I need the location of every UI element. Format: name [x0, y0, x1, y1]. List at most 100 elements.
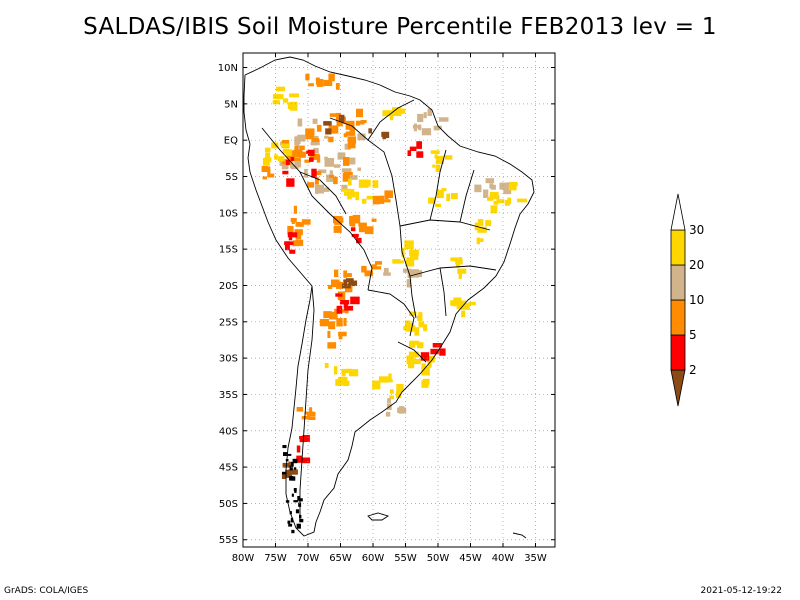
- shading-cell: [282, 170, 289, 175]
- island-cell: [298, 498, 303, 502]
- shading-cell: [441, 188, 447, 192]
- shading-cell: [338, 331, 347, 337]
- lon-tick-label: 35W: [524, 553, 547, 564]
- shading-cell: [348, 175, 358, 180]
- shading-cell: [323, 311, 332, 319]
- shading-cell: [427, 356, 435, 363]
- shading-cell: [289, 93, 299, 98]
- shading-cell: [357, 121, 365, 125]
- lat-tick-label: 10S: [219, 208, 238, 219]
- shading-cell: [323, 187, 330, 192]
- shading-cell: [335, 217, 344, 223]
- colorbar-label: 2: [689, 363, 697, 377]
- shading-cell: [327, 330, 331, 338]
- shading-cell: [328, 73, 335, 82]
- island-cell: [299, 518, 304, 523]
- lat-tick-label: 30S: [219, 354, 238, 365]
- shading-cell: [264, 157, 272, 163]
- shading-cell: [421, 363, 426, 367]
- shading-cell: [282, 98, 289, 103]
- shading-cell: [291, 219, 295, 225]
- shading-cell: [383, 267, 389, 275]
- shading-cell: [364, 270, 373, 277]
- shading-cell: [487, 196, 493, 201]
- shading-cell: [285, 159, 290, 166]
- border-bolivia-paraguay: [367, 289, 415, 337]
- shading-cell: [396, 384, 404, 392]
- shading-cell: [296, 407, 304, 412]
- shading-cell: [329, 113, 337, 117]
- shading-cell: [304, 169, 308, 178]
- border-brazil-north: [367, 99, 415, 141]
- shading-cell: [311, 168, 317, 178]
- shading-cell: [281, 473, 286, 479]
- shading-cell: [355, 191, 359, 201]
- shading-cell: [341, 168, 352, 173]
- shading-cell: [323, 79, 333, 87]
- shading-cell: [324, 363, 329, 369]
- shading-cell: [389, 112, 394, 121]
- colorbar-segment: [670, 299, 686, 336]
- shading-cell: [368, 128, 372, 134]
- shading-cell: [432, 164, 436, 168]
- shading-cell: [348, 369, 359, 377]
- lat-tick-label: 20S: [219, 281, 238, 292]
- shading-cell: [427, 361, 432, 368]
- border-argentina-chile: [299, 285, 315, 520]
- shading-cell: [291, 157, 301, 161]
- lon-tick-label: 40W: [492, 553, 515, 564]
- shading-cell: [384, 190, 393, 198]
- shading-cell: [294, 229, 303, 236]
- shading-cell: [343, 133, 348, 138]
- shading-cell: [327, 342, 337, 349]
- shading-cell: [264, 147, 271, 153]
- island-cell: [282, 471, 287, 475]
- shading-cell: [315, 184, 324, 194]
- lat-tick-label: 10N: [218, 63, 238, 74]
- footer-timestamp: 2021-05-12-19:22: [700, 586, 783, 596]
- island-cell: [289, 465, 293, 471]
- shading-cell: [316, 124, 322, 132]
- shading-cell: [341, 188, 351, 192]
- shading-cell: [293, 205, 297, 214]
- shading-cell: [389, 389, 394, 394]
- shading-cell: [348, 178, 352, 186]
- shading-cell: [305, 131, 314, 140]
- shading-cell: [285, 469, 292, 475]
- shading-cell: [343, 318, 347, 327]
- lat-tick-label: 15S: [219, 245, 238, 256]
- shading-cell: [315, 188, 319, 195]
- shading-cell: [334, 269, 339, 278]
- lat-tick-label: 25S: [219, 317, 238, 328]
- shading-cell: [508, 183, 517, 191]
- shading-cell: [343, 300, 348, 309]
- shading-cell: [456, 260, 460, 268]
- shading-cell: [350, 191, 356, 198]
- shading-cell: [366, 195, 375, 200]
- shading-cell: [434, 154, 438, 159]
- shading-cell: [333, 225, 342, 233]
- shading-cell: [310, 141, 317, 146]
- shading-cell: [351, 233, 359, 237]
- shading-cell: [414, 327, 420, 336]
- shading-cell: [418, 321, 425, 328]
- shading-cell: [414, 359, 421, 365]
- shading-cell: [400, 260, 404, 264]
- shading-cell: [344, 143, 351, 150]
- south-georgia: [512, 532, 527, 539]
- shading-cell: [485, 178, 495, 184]
- island-cell: [291, 461, 294, 467]
- shading-cell: [349, 127, 356, 136]
- shading-cell: [427, 108, 432, 116]
- shading-cell: [406, 257, 414, 264]
- shading-cell: [439, 348, 446, 356]
- shading-cell: [338, 376, 348, 386]
- shading-cell: [410, 255, 419, 260]
- shading-cell: [304, 219, 309, 225]
- shading-cell: [309, 157, 314, 162]
- shading-cell: [295, 239, 304, 246]
- shading-cell: [450, 257, 459, 262]
- island-cell: [292, 476, 296, 481]
- shading-cell: [458, 273, 462, 279]
- lat-tick-label: EQ: [224, 136, 238, 147]
